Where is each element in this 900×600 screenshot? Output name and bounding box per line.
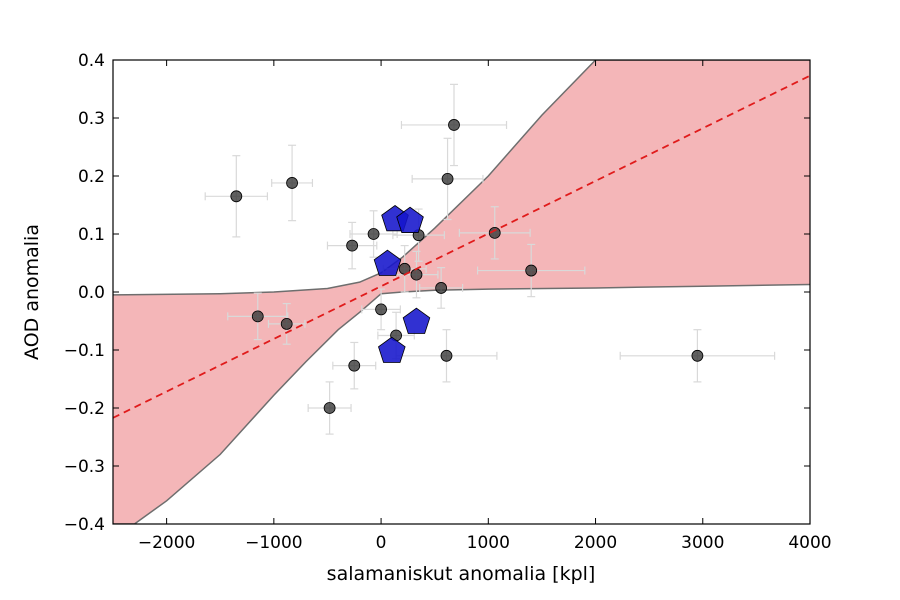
y-tick-label: −0.1 [64,341,105,361]
data-point [367,228,380,240]
data-point [251,310,264,323]
data-points-layer [230,119,704,414]
y-tick-label: −0.4 [64,515,105,535]
axis-ticks: −2000 −1000 0 1000 2000 3000 4000 −0.4 −0.3 −0.2 −… [64,51,832,553]
data-point [346,239,359,252]
pentagon-marker [373,249,402,276]
y-tick-label: −0.2 [64,399,105,419]
errorbar-layer [204,83,776,435]
data-point [323,402,336,414]
data-point [488,226,501,239]
x-tick-label: 4000 [788,533,831,553]
y-tick-label: 0.3 [78,109,105,129]
data-point [230,190,243,203]
data-point [375,303,387,316]
fit-line [113,74,810,419]
x-tick-label: 3000 [681,533,724,553]
pentagon-marker [396,206,424,233]
data-point [280,317,293,330]
band-lower-edge [113,283,810,524]
data-point [448,119,460,131]
pentagon-marker [402,307,431,334]
y-tick-label: 0.2 [78,167,105,187]
pentagon-markers-layer [373,205,431,363]
pentagon-marker [378,336,406,363]
data-point [691,349,704,362]
confidence-band [113,60,810,524]
x-tick-label: 1000 [467,533,510,553]
x-axis-label: salamaniskut anomalia [kpl] [327,563,596,585]
x-tick-label: 2000 [574,533,617,553]
y-tick-label: 0.0 [78,283,105,303]
data-point [435,282,448,294]
x-tick-label: −2000 [138,533,196,553]
data-point [440,349,453,362]
x-tick-label: 0 [376,533,387,553]
data-point [286,177,298,189]
fit-line-layer [113,74,810,419]
data-point [348,359,361,372]
y-tick-label: −0.3 [64,457,105,477]
data-point [410,268,423,281]
y-axis-label: AOD anomalia [21,224,43,360]
x-tick-label: −1000 [245,533,303,553]
y-tick-label: 0.4 [78,51,105,71]
data-point [525,264,538,277]
y-tick-label: 0.1 [78,225,105,245]
data-point [441,172,454,185]
